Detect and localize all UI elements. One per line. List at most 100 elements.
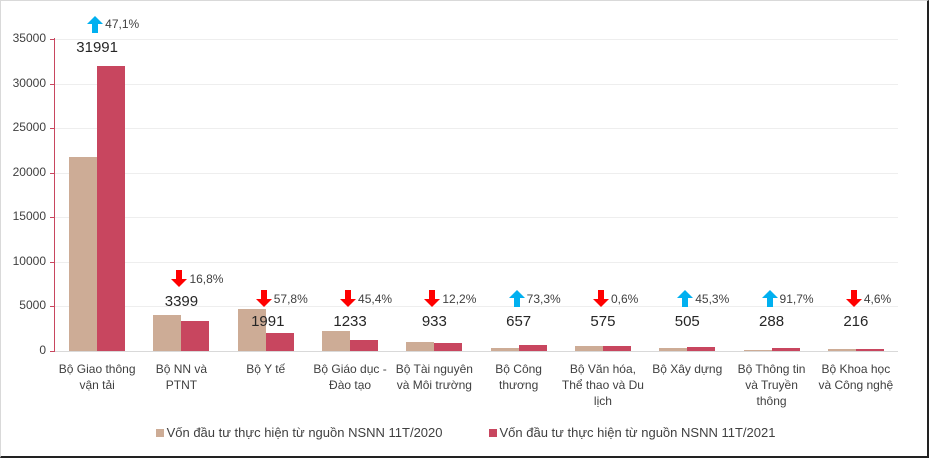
gridline <box>55 128 898 130</box>
change-annotation: 0,6% <box>592 290 639 307</box>
legend-swatch-2021 <box>488 428 497 437</box>
x-axis-line <box>55 351 898 352</box>
legend-swatch-2020 <box>155 428 164 437</box>
bar-2020[interactable] <box>237 308 266 351</box>
change-annotation: 73,3% <box>508 290 561 307</box>
y-tick-label: 5000 <box>19 298 46 313</box>
change-annotation: 45,3% <box>677 290 729 307</box>
data-label: 1233 <box>333 313 367 330</box>
data-label: 1991 <box>251 313 285 330</box>
arrow-down-icon <box>592 290 609 307</box>
change-percent: 0,6% <box>610 291 639 306</box>
y-tick-label: 35000 <box>12 31 46 45</box>
bar-2021[interactable] <box>771 348 800 351</box>
arrow-up-icon <box>677 290 694 307</box>
change-annotation: 91,7% <box>761 290 814 307</box>
bar-2021[interactable] <box>181 320 210 351</box>
change-percent: 91,7% <box>779 291 814 306</box>
arrow-down-icon <box>255 290 272 307</box>
data-label: 657 <box>506 313 532 330</box>
x-category-label: Bộ Thông tin và Truyền thông <box>737 362 806 408</box>
y-tick-label: 0 <box>39 343 46 357</box>
gridline <box>55 39 898 40</box>
bar-2021[interactable] <box>265 333 294 351</box>
change-percent: 45,3% <box>695 291 730 306</box>
y-tick <box>50 306 55 308</box>
y-tick <box>50 261 55 263</box>
bar-2020[interactable] <box>659 347 688 351</box>
gridline <box>55 217 898 219</box>
y-tick <box>50 217 55 219</box>
change-annotation: 57,8% <box>255 290 308 307</box>
arrow-down-icon <box>171 270 188 287</box>
y-tick <box>50 128 55 130</box>
arrow-down-icon <box>845 290 862 307</box>
change-annotation: 4,6% <box>845 290 892 307</box>
bar-2021[interactable] <box>434 342 463 351</box>
gridline <box>55 261 898 263</box>
bar-2021[interactable] <box>687 346 716 351</box>
change-annotation: 47,1% <box>87 15 140 33</box>
bar-2020[interactable] <box>574 345 603 351</box>
x-category-label: Bộ Giao thông vận tải <box>58 362 136 392</box>
y-tick <box>50 83 55 85</box>
y-axis-line <box>54 38 55 352</box>
legend-label-2021: Vốn đầu tư thực hiện từ nguồn NSNN 11T/2… <box>499 425 776 440</box>
bar-2020[interactable] <box>827 349 856 351</box>
arrow-down-icon <box>424 290 441 307</box>
gridline <box>55 306 898 308</box>
legend: Vốn đầu tư thực hiện từ nguồn NSNN 11T/2… <box>0 425 931 440</box>
y-tick <box>50 39 55 40</box>
change-percent: 47,1% <box>105 17 140 32</box>
x-category-label: Bộ NN và PTNT <box>155 362 208 392</box>
gridline <box>55 83 898 85</box>
change-percent: 45,4% <box>358 291 393 306</box>
arrow-up-icon <box>87 15 104 33</box>
arrow-down-icon <box>340 290 357 307</box>
data-label: 3399 <box>164 293 199 310</box>
bar-2020[interactable] <box>69 157 98 351</box>
x-category-label: Bộ Công thương <box>495 362 542 392</box>
y-tick <box>50 172 55 174</box>
data-label: 505 <box>674 313 700 330</box>
x-category-label: Bộ Văn hóa, Thể thao và Du lịch <box>561 362 644 408</box>
y-tick-label: 30000 <box>12 75 46 90</box>
bar-2020[interactable] <box>322 330 351 351</box>
bar-2021[interactable] <box>855 349 884 351</box>
arrow-up-icon <box>761 290 778 307</box>
gridline <box>55 172 898 174</box>
y-tick-label: 20000 <box>12 164 46 179</box>
data-label: 31991 <box>76 38 118 56</box>
change-annotation: 16,8% <box>171 270 223 287</box>
bar-2021[interactable] <box>97 65 126 351</box>
bar-2020[interactable] <box>743 349 772 351</box>
y-tick-label: 15000 <box>12 209 46 224</box>
legend-item-2020[interactable]: Vốn đầu tư thực hiện từ nguồn NSNN 11T/2… <box>155 425 443 440</box>
y-tick-label: 10000 <box>12 253 46 268</box>
data-label: 216 <box>843 313 869 330</box>
change-percent: 57,8% <box>273 291 308 306</box>
change-percent: 4,6% <box>863 291 892 306</box>
data-label: 288 <box>759 313 785 330</box>
bar-2020[interactable] <box>490 347 519 351</box>
bar-2020[interactable] <box>153 314 182 351</box>
data-label: 575 <box>590 313 616 330</box>
change-annotation: 12,2% <box>424 290 476 307</box>
bar-2021[interactable] <box>350 340 379 351</box>
legend-label-2020: Vốn đầu tư thực hiện từ nguồn NSNN 11T/2… <box>166 425 443 440</box>
bar-2021[interactable] <box>602 345 631 351</box>
change-percent: 16,8% <box>189 271 224 286</box>
y-tick <box>50 351 55 352</box>
x-category-label: Bộ Y tế <box>246 362 286 376</box>
x-category-label: Bộ Xây dựng <box>652 362 723 376</box>
x-category-label: Bộ Khoa học và Công nghệ <box>818 362 894 392</box>
x-category-label: Bộ Tài nguyên và Môi trường <box>395 362 473 392</box>
change-annotation: 45,4% <box>340 290 392 307</box>
legend-item-2021[interactable]: Vốn đầu tư thực hiện từ nguồn NSNN 11T/2… <box>488 425 776 440</box>
bar-2020[interactable] <box>406 341 435 351</box>
data-label: 933 <box>421 313 447 330</box>
plot-area <box>55 39 898 352</box>
x-category-label: Bộ Giáo dục - Đào tạo <box>313 362 387 392</box>
bar-2021[interactable] <box>518 345 547 351</box>
